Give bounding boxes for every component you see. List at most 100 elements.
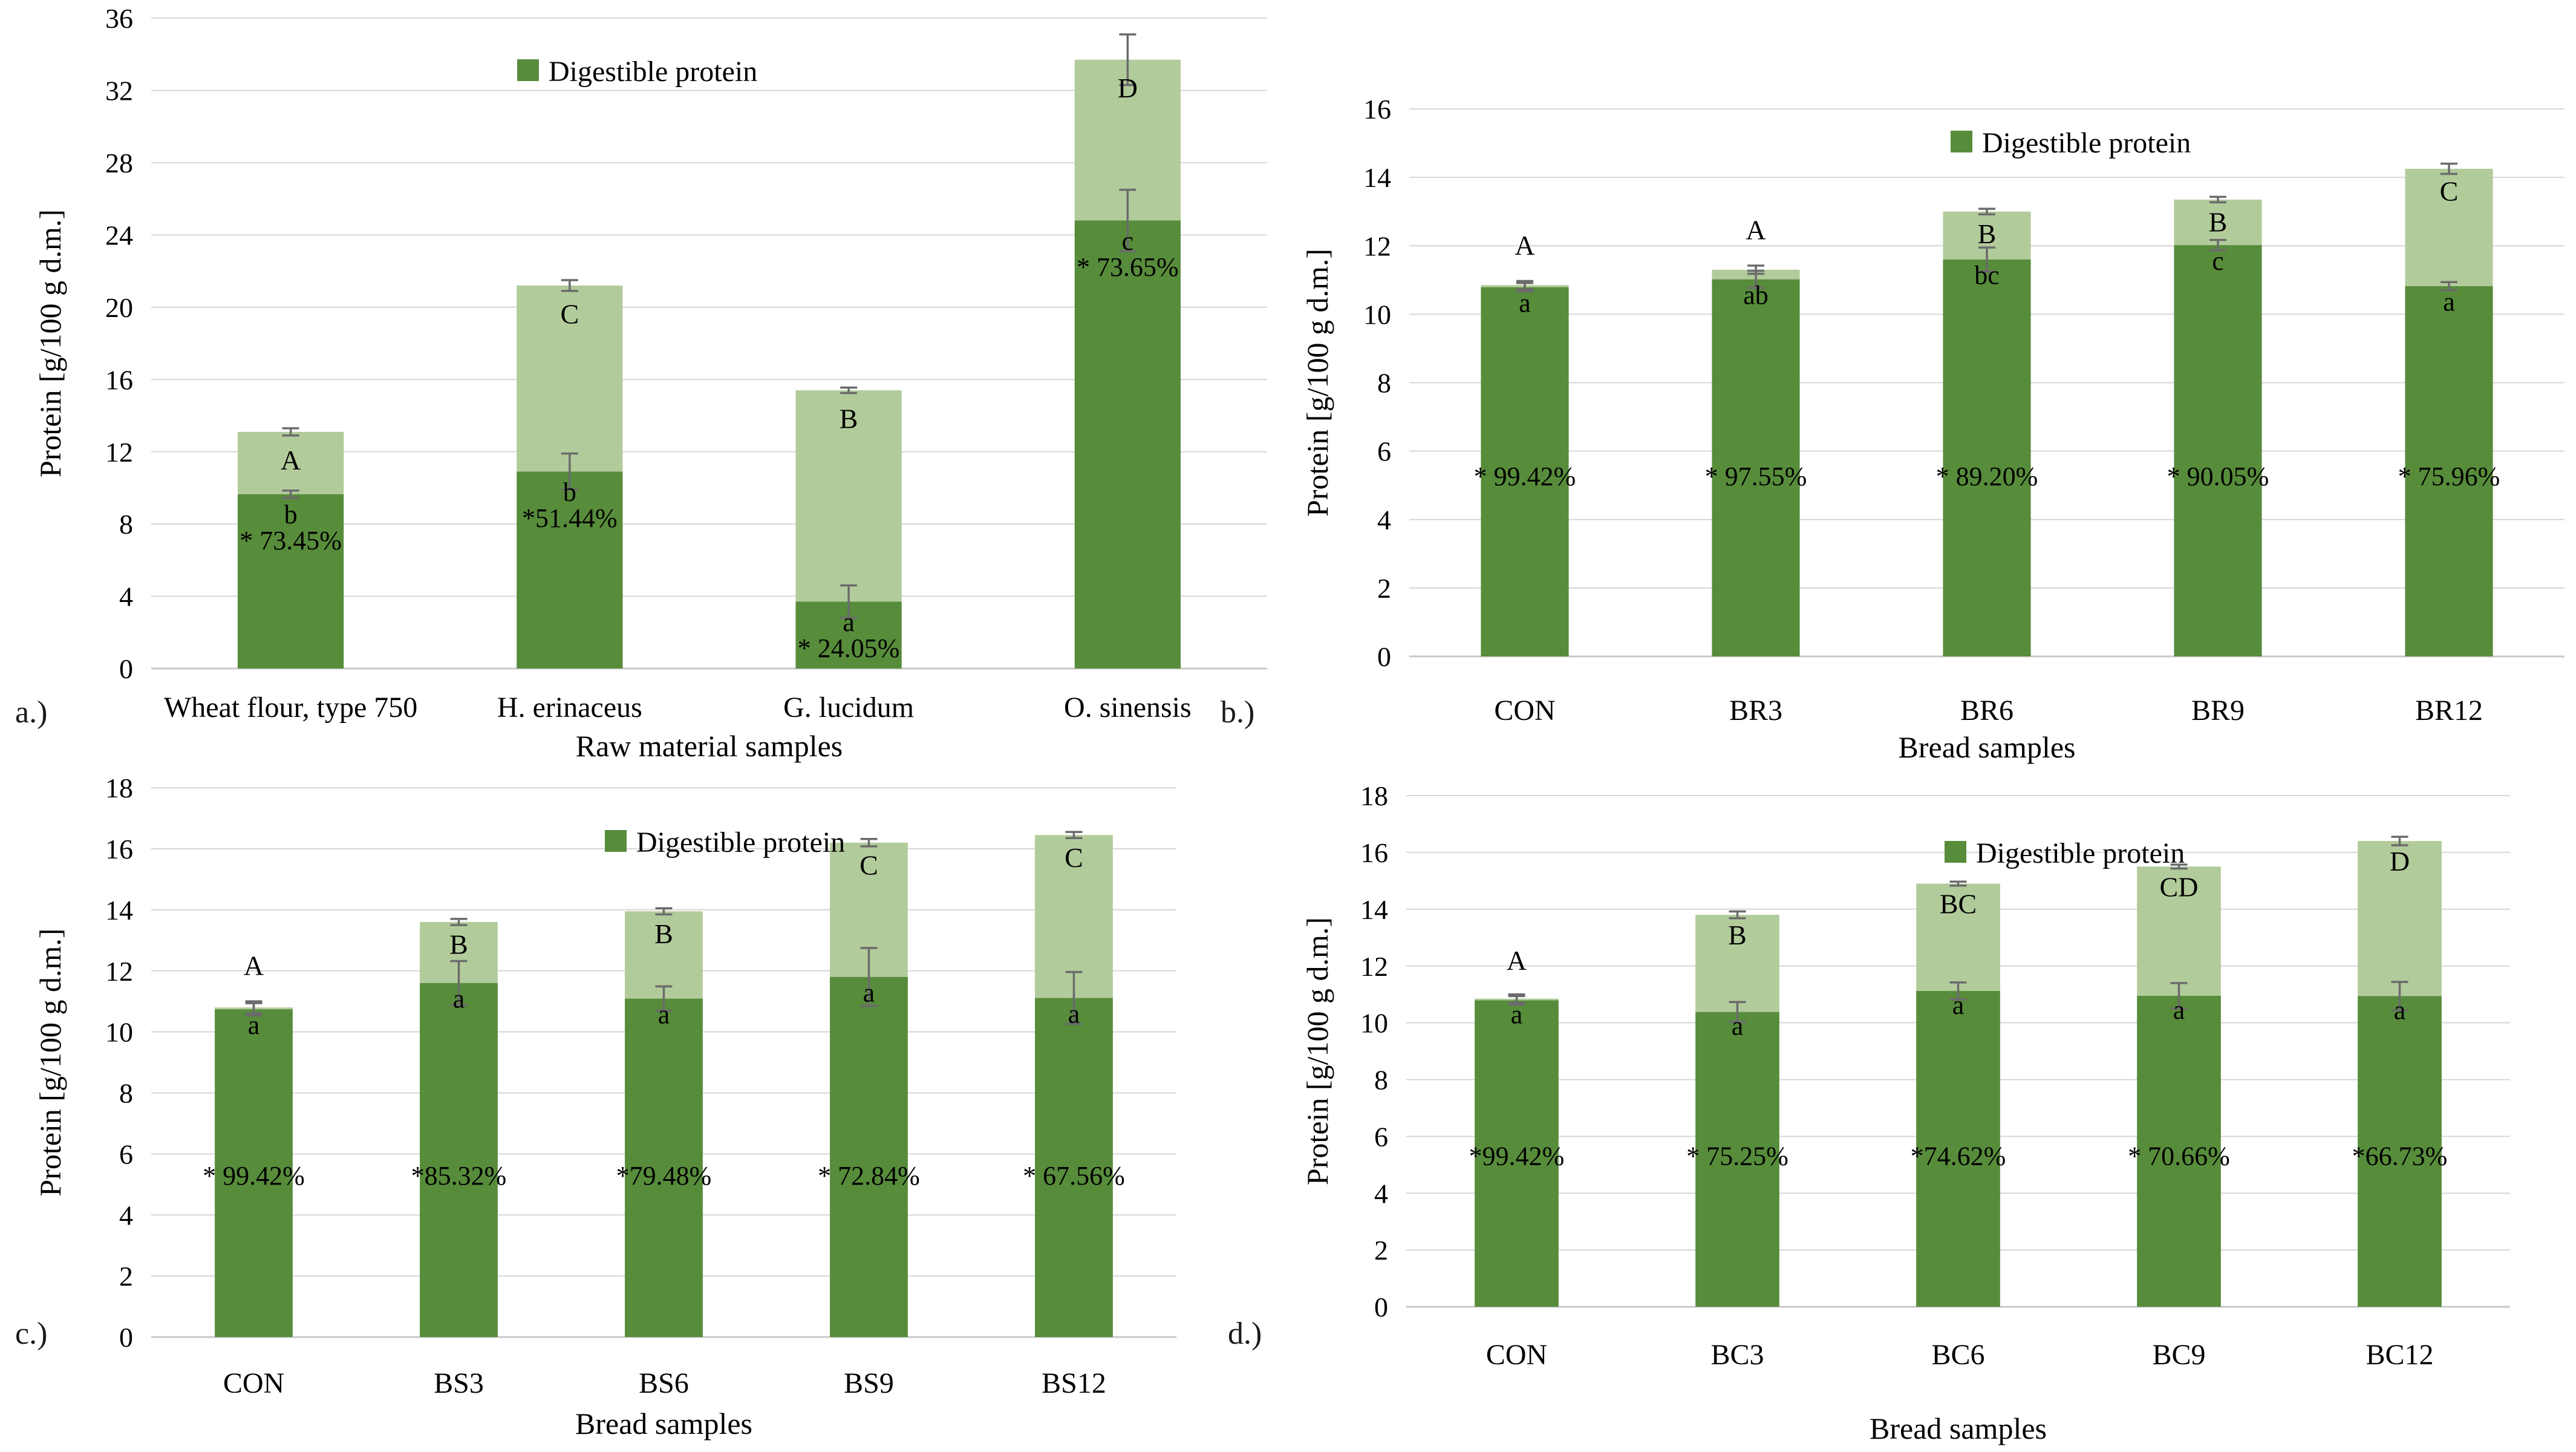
y-tick-label: 2 (1374, 1235, 1388, 1266)
error-bar (450, 918, 468, 926)
legend: Digestible protein (1945, 837, 2185, 869)
bar-segment-digestible (237, 494, 344, 669)
y-tick-label: 28 (105, 148, 133, 178)
x-axis-title: Bread samples (575, 1407, 752, 1441)
legend-swatch-digestible-protein (605, 830, 627, 852)
total-significance-letter: C (2440, 175, 2459, 206)
total-significance-letter: D (2390, 846, 2410, 877)
error-bar (1729, 910, 1746, 920)
y-tick-label: 6 (119, 1139, 133, 1169)
digestible-significance-letter: a (1952, 990, 1965, 1020)
error-bar (2391, 981, 2408, 1012)
legend-swatch-digestible-protein (1945, 841, 1966, 863)
y-tick-label: 4 (119, 581, 133, 612)
digestibility-pct-label: * 97.55% (1705, 462, 1807, 491)
bar-segment-digestible (1695, 1012, 1779, 1307)
y-tick-label: 0 (1377, 641, 1391, 672)
digestibility-pct-label: * 67.56% (1023, 1161, 1125, 1191)
digestibility-pct-label: * 90.05% (2167, 462, 2269, 491)
digestibility-pct-label: * 99.42% (1474, 462, 1576, 491)
total-significance-letter: BC (1940, 889, 1977, 920)
digestible-significance-letter: a (1519, 288, 1531, 318)
bar-segment-digestible (2405, 286, 2493, 656)
bar-segment-digestible (1475, 1000, 1559, 1307)
bar-segment-total-remainder (625, 911, 703, 999)
category-label: Wheat flour, type 750 (164, 692, 417, 724)
y-tick-label: 4 (1377, 505, 1391, 535)
digestible-significance-letter: a (843, 607, 855, 637)
y-tick-label: 0 (1374, 1292, 1388, 1323)
y-tick-label: 8 (119, 509, 133, 540)
digestible-significance-letter: c (1122, 226, 1134, 256)
total-significance-letter: C (1065, 842, 1083, 873)
y-tick-label: 12 (1360, 951, 1388, 982)
legend-label: Digestible protein (636, 826, 845, 858)
digestibility-pct-label: * 24.05% (798, 633, 900, 663)
legend-swatch-digestible-protein (1951, 131, 1972, 152)
digestibility-pct-label: * 73.45% (240, 526, 342, 555)
legend-label: Digestible protein (1976, 837, 2185, 869)
x-axis-title: Raw material samples (576, 729, 843, 763)
legend: Digestible protein (517, 56, 757, 88)
y-axis-title: Protein [g/100 g d.m.] (1300, 917, 1334, 1185)
legend-label: Digestible protein (1982, 127, 2191, 159)
bar-segment-total-remainder (2174, 199, 2262, 246)
digestibility-pct-label: * 72.84% (818, 1161, 920, 1191)
category-label: O. sinensis (1064, 692, 1192, 724)
category-label: BR9 (2191, 695, 2245, 727)
y-tick-label: 10 (1360, 1008, 1388, 1039)
y-tick-label: 14 (105, 895, 133, 926)
total-significance-letter: A (1746, 215, 1766, 246)
y-tick-label: 2 (119, 1261, 133, 1292)
y-tick-label: 32 (105, 76, 133, 106)
digestible-significance-letter: bc (1974, 261, 2000, 290)
y-axis-title: Protein [g/100 g d.m.] (33, 928, 67, 1196)
legend: Digestible protein (1951, 127, 2191, 159)
category-label: CON (1494, 695, 1555, 727)
y-tick-label: 8 (1374, 1065, 1388, 1096)
bar-segment-total-remainder (2405, 168, 2493, 286)
y-tick-label: 0 (119, 653, 133, 684)
category-label: BS12 (1042, 1367, 1106, 1399)
y-tick-label: 24 (105, 220, 133, 250)
error-bar (860, 837, 878, 848)
category-label: BS9 (844, 1367, 894, 1399)
digestibility-pct-label: *51.44% (522, 503, 618, 533)
panel-label-c: c.) (15, 1316, 48, 1351)
error-bar (840, 584, 858, 620)
error-bar (450, 960, 468, 1006)
y-tick-label: 0 (119, 1322, 133, 1353)
error-bar (2209, 195, 2226, 204)
panel-label-d: d.) (1228, 1316, 1262, 1351)
digestibility-pct-label: * 99.42% (203, 1161, 305, 1191)
y-tick-label: 18 (105, 773, 133, 803)
total-significance-letter: A (244, 950, 264, 981)
bar-segment-digestible (420, 983, 498, 1337)
y-tick-label: 14 (1363, 162, 1391, 193)
digestibility-pct-label: * 75.25% (1686, 1141, 1789, 1171)
error-bar (2209, 238, 2226, 252)
total-significance-letter: C (561, 298, 579, 329)
bar-segment-digestible (1074, 220, 1181, 669)
bar-segment-digestible (1943, 259, 2031, 656)
bar-segment-digestible (830, 976, 908, 1337)
total-significance-letter: B (1728, 920, 1747, 950)
error-bar (2170, 982, 2188, 1010)
digestibility-pct-label: *85.32% (411, 1161, 507, 1191)
error-bar (282, 489, 299, 499)
category-label: H. erinaceus (497, 692, 642, 724)
y-tick-label: 16 (105, 364, 133, 395)
digestibility-pct-label: *79.48% (616, 1161, 712, 1191)
y-tick-label: 16 (105, 834, 133, 865)
bar-segment-digestible (2174, 245, 2262, 656)
digestible-significance-letter: a (1511, 999, 1523, 1029)
error-bar (2170, 863, 2188, 870)
bar-segment-digestible (1035, 998, 1113, 1337)
y-tick-label: 10 (105, 1017, 133, 1048)
error-bar (1065, 831, 1083, 839)
category-label: CON (1486, 1339, 1547, 1371)
panel-b-chart: 0 2 4 6 8 10 12 14 16 Protein [g/100 g d.m.] Aa * 9… (1294, 0, 2576, 768)
digestible-significance-letter: c (2212, 246, 2224, 276)
bar-segment-total-remainder (237, 431, 344, 494)
